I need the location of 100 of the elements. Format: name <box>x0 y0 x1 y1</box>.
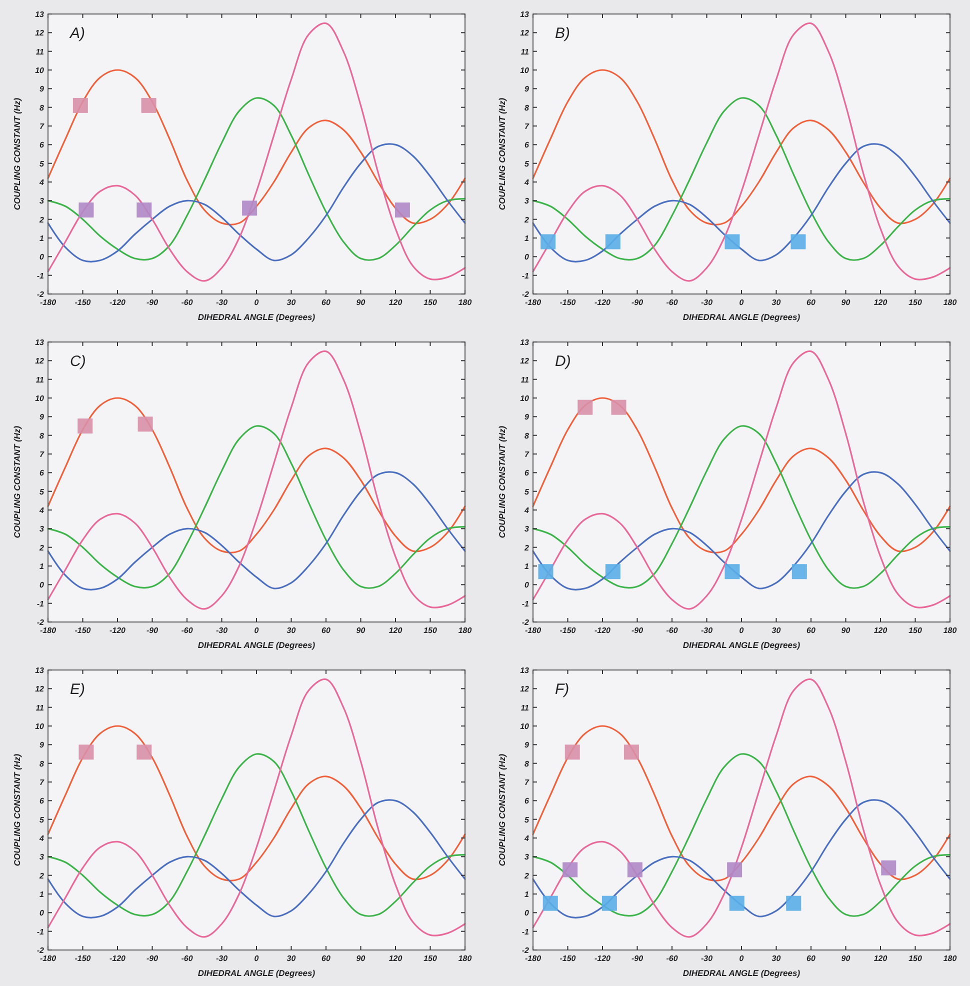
x-tick-label: 60 <box>322 298 331 307</box>
point <box>394 202 410 218</box>
x-tick-label: 150 <box>424 954 438 963</box>
y-tick-label: 2 <box>524 215 530 224</box>
y-tick-label: 11 <box>36 703 45 712</box>
x-tick-label: -120 <box>594 626 612 635</box>
point <box>141 98 156 113</box>
y-tick-label: 12 <box>35 684 45 694</box>
x-tick-label: -180 <box>40 954 57 963</box>
y-tick-label: 0 <box>524 580 530 590</box>
point <box>562 862 578 878</box>
y-tick-label: 0 <box>524 908 530 918</box>
x-tick-label: -30 <box>700 298 714 307</box>
y-tick-label: 4 <box>38 834 45 843</box>
y-tick-label: 13 <box>35 10 45 19</box>
y-tick-label: 7 <box>524 778 530 787</box>
y-tick-label: 7 <box>524 122 530 131</box>
y-tick-label: 6 <box>524 140 530 150</box>
x-tick-label: 0 <box>254 298 260 307</box>
x-tick-label: -30 <box>700 626 714 635</box>
x-tick-label: -60 <box>666 954 678 963</box>
line-series <box>47 799 466 918</box>
x-tick-label: -180 <box>524 298 542 307</box>
y-tick-label: 10 <box>35 394 45 403</box>
y-tick-label: 10 <box>35 722 45 731</box>
x-tick-label: 150 <box>908 298 922 307</box>
x-tick-label: 30 <box>772 954 782 963</box>
x-tick-label: -30 <box>700 954 714 963</box>
y-tick-label: 4 <box>524 506 530 515</box>
y-tick-label: 2 <box>524 543 530 552</box>
x-tick-label: -120 <box>109 298 126 307</box>
y-tick-label: 12 <box>35 28 45 38</box>
x-tick-label: -180 <box>40 298 57 307</box>
point <box>786 896 802 911</box>
x-axis-title: DIHEDRAL ANGLE (Degrees) <box>682 312 800 322</box>
line-series <box>532 471 951 590</box>
y-tick-label: 7 <box>40 122 45 131</box>
point <box>881 860 896 876</box>
x-tick-label: 30 <box>286 954 296 963</box>
y-tick-label: 8 <box>524 103 530 112</box>
x-axis-title: DIHEDRAL ANGLE (Degrees) <box>682 968 800 978</box>
x-tick-label: -120 <box>109 954 126 963</box>
x-tick-label: 60 <box>806 954 816 963</box>
x-tick-label: 150 <box>424 626 438 635</box>
x-tick-label: -180 <box>524 626 542 635</box>
point <box>627 862 642 878</box>
y-tick-label: 5 <box>40 159 45 168</box>
y-axis-title: COUPLING CONSTANT (Hz) <box>12 426 22 538</box>
text: C) <box>70 353 86 370</box>
y-tick-label: 1 <box>40 562 45 571</box>
y-tick-label: 9 <box>524 740 530 750</box>
y-tick-label: 11 <box>520 703 530 712</box>
x-tick-label: 120 <box>874 298 888 307</box>
y-tick-label: 5 <box>524 815 530 824</box>
point <box>564 744 580 760</box>
x-tick-label: 90 <box>356 298 366 307</box>
x-tick-label: -90 <box>631 626 644 635</box>
y-tick-label: 1 <box>40 234 45 243</box>
y-tick-label: 1 <box>524 890 530 899</box>
y-tick-label: -1 <box>522 927 530 936</box>
y-tick-label: 4 <box>524 178 530 187</box>
line-series <box>47 678 466 938</box>
y-tick-label: 0 <box>524 252 530 262</box>
y-tick-label: 5 <box>524 487 530 496</box>
y-tick-label: 12 <box>520 28 530 38</box>
x-tick-label: 90 <box>841 298 851 307</box>
y-tick-label: 10 <box>520 66 530 75</box>
y-tick-label: 13 <box>35 666 45 675</box>
y-tick-label: 8 <box>524 431 530 440</box>
x-tick-label: -30 <box>216 298 228 307</box>
x-tick-label: 90 <box>841 626 851 635</box>
x-tick-label: 150 <box>424 298 438 307</box>
y-tick-label: 4 <box>38 178 45 187</box>
y-tick-label: 13 <box>520 10 530 19</box>
x-tick-label: -150 <box>560 626 576 635</box>
y-tick-label: 1 <box>40 890 45 899</box>
x-tick-label: -60 <box>666 298 678 307</box>
y-tick-label: 2 <box>38 543 45 552</box>
y-tick-label: 9 <box>524 84 530 94</box>
y-tick-label: 9 <box>524 412 530 422</box>
x-tick-label: -150 <box>560 954 576 963</box>
x-tick-label: -150 <box>74 298 92 307</box>
y-tick-label: 3 <box>40 524 45 534</box>
x-tick-label: 0 <box>739 298 744 307</box>
y-tick-label: 11 <box>520 47 530 56</box>
x-tick-label: -60 <box>181 626 194 635</box>
x-tick-label: 180 <box>458 626 472 635</box>
x-tick-label: 180 <box>943 954 958 963</box>
x-tick-label: -150 <box>74 626 92 635</box>
line-series <box>47 350 466 610</box>
y-tick-label: 9 <box>40 740 45 750</box>
x-tick-label: 180 <box>943 626 958 635</box>
y-tick-label: 13 <box>520 338 530 347</box>
y-axis-title: COUPLING CONSTANT (Hz) <box>497 426 507 538</box>
point <box>624 744 639 760</box>
y-tick-label: -2 <box>522 618 530 627</box>
x-tick-label: -60 <box>181 954 194 963</box>
y-tick-label: -2 <box>522 290 530 299</box>
x-tick-label: 30 <box>286 298 296 307</box>
y-tick-label: 8 <box>40 103 45 112</box>
